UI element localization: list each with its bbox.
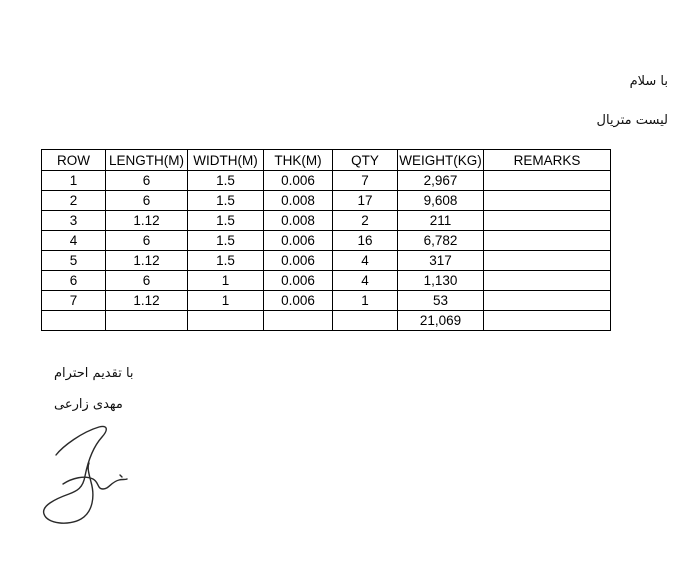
- cell: 0.008: [263, 190, 333, 211]
- cell: [483, 230, 611, 251]
- total-row: 21,069: [41, 310, 611, 331]
- column-header-thk: THK(M): [263, 149, 333, 171]
- table-row: 2 6 1.5 0.008 17 9,608: [41, 190, 611, 211]
- cell: 6: [105, 230, 188, 251]
- column-header-weight: WEIGHT(KG): [397, 149, 484, 171]
- cell: 2,967: [397, 170, 484, 191]
- column-header-remarks: REMARKS: [483, 149, 611, 171]
- cell: 9,608: [397, 190, 484, 211]
- cell: 1: [187, 290, 264, 311]
- cell: 0.006: [263, 270, 333, 291]
- cell: 1: [187, 270, 264, 291]
- cell: [483, 250, 611, 271]
- cell: [483, 310, 611, 331]
- cell: 1: [41, 170, 106, 191]
- cell: 1.12: [105, 290, 188, 311]
- cell: [332, 310, 398, 331]
- cell: [483, 270, 611, 291]
- cell: 1.12: [105, 250, 188, 271]
- cell: 317: [397, 250, 484, 271]
- material-table: ROW LENGTH(M) WIDTH(M) THK(M) QTY WEIGHT…: [41, 149, 611, 331]
- table-row: 4 6 1.5 0.006 16 6,782: [41, 230, 611, 251]
- cell: 4: [332, 250, 398, 271]
- cell: 0.006: [263, 170, 333, 191]
- cell: 6: [105, 190, 188, 211]
- closing-text: با تقدیم احترام: [54, 366, 134, 381]
- column-header-length: LENGTH(M): [105, 149, 188, 171]
- cell: 1.5: [187, 190, 264, 211]
- cell: 0.006: [263, 250, 333, 271]
- signer-name: مهدی زارعی: [54, 397, 123, 412]
- cell: 2: [41, 190, 106, 211]
- material-list-title: لیست متریال: [596, 113, 668, 128]
- table-row: 1 6 1.5 0.006 7 2,967: [41, 170, 611, 191]
- column-header-width: WIDTH(M): [187, 149, 264, 171]
- signature-icon: [42, 425, 128, 524]
- header-row: ROW LENGTH(M) WIDTH(M) THK(M) QTY WEIGHT…: [41, 149, 611, 171]
- cell: 16: [332, 230, 398, 251]
- cell: [483, 210, 611, 231]
- cell: [483, 290, 611, 311]
- cell: 7: [41, 290, 106, 311]
- cell: 6: [105, 270, 188, 291]
- cell: 4: [41, 230, 106, 251]
- cell: 0.006: [263, 230, 333, 251]
- cell: 1.5: [187, 210, 264, 231]
- cell: 6,782: [397, 230, 484, 251]
- column-header-row: ROW: [41, 149, 106, 171]
- table-row: 7 1.12 1 0.006 1 53: [41, 290, 611, 311]
- total-weight-cell: 21,069: [397, 310, 484, 331]
- cell: 3: [41, 210, 106, 231]
- cell: [105, 310, 188, 331]
- column-header-qty: QTY: [332, 149, 398, 171]
- cell: 5: [41, 250, 106, 271]
- cell: 17: [332, 190, 398, 211]
- cell: 211: [397, 210, 484, 231]
- cell: 1.5: [187, 170, 264, 191]
- cell: 6: [41, 270, 106, 291]
- table-row: 5 1.12 1.5 0.006 4 317: [41, 250, 611, 271]
- table-row: 6 6 1 0.006 4 1,130: [41, 270, 611, 291]
- cell: 1,130: [397, 270, 484, 291]
- cell: 53: [397, 290, 484, 311]
- cell: [483, 190, 611, 211]
- cell: [263, 310, 333, 331]
- cell: 1.5: [187, 230, 264, 251]
- cell: 1.12: [105, 210, 188, 231]
- cell: 0.008: [263, 210, 333, 231]
- cell: 0.006: [263, 290, 333, 311]
- cell: 2: [332, 210, 398, 231]
- cell: 6: [105, 170, 188, 191]
- cell: [483, 170, 611, 191]
- greeting-text: با سلام: [629, 74, 668, 89]
- cell: [187, 310, 264, 331]
- cell: [41, 310, 106, 331]
- cell: 1: [332, 290, 398, 311]
- cell: 7: [332, 170, 398, 191]
- table-row: 3 1.12 1.5 0.008 2 211: [41, 210, 611, 231]
- cell: 4: [332, 270, 398, 291]
- cell: 1.5: [187, 250, 264, 271]
